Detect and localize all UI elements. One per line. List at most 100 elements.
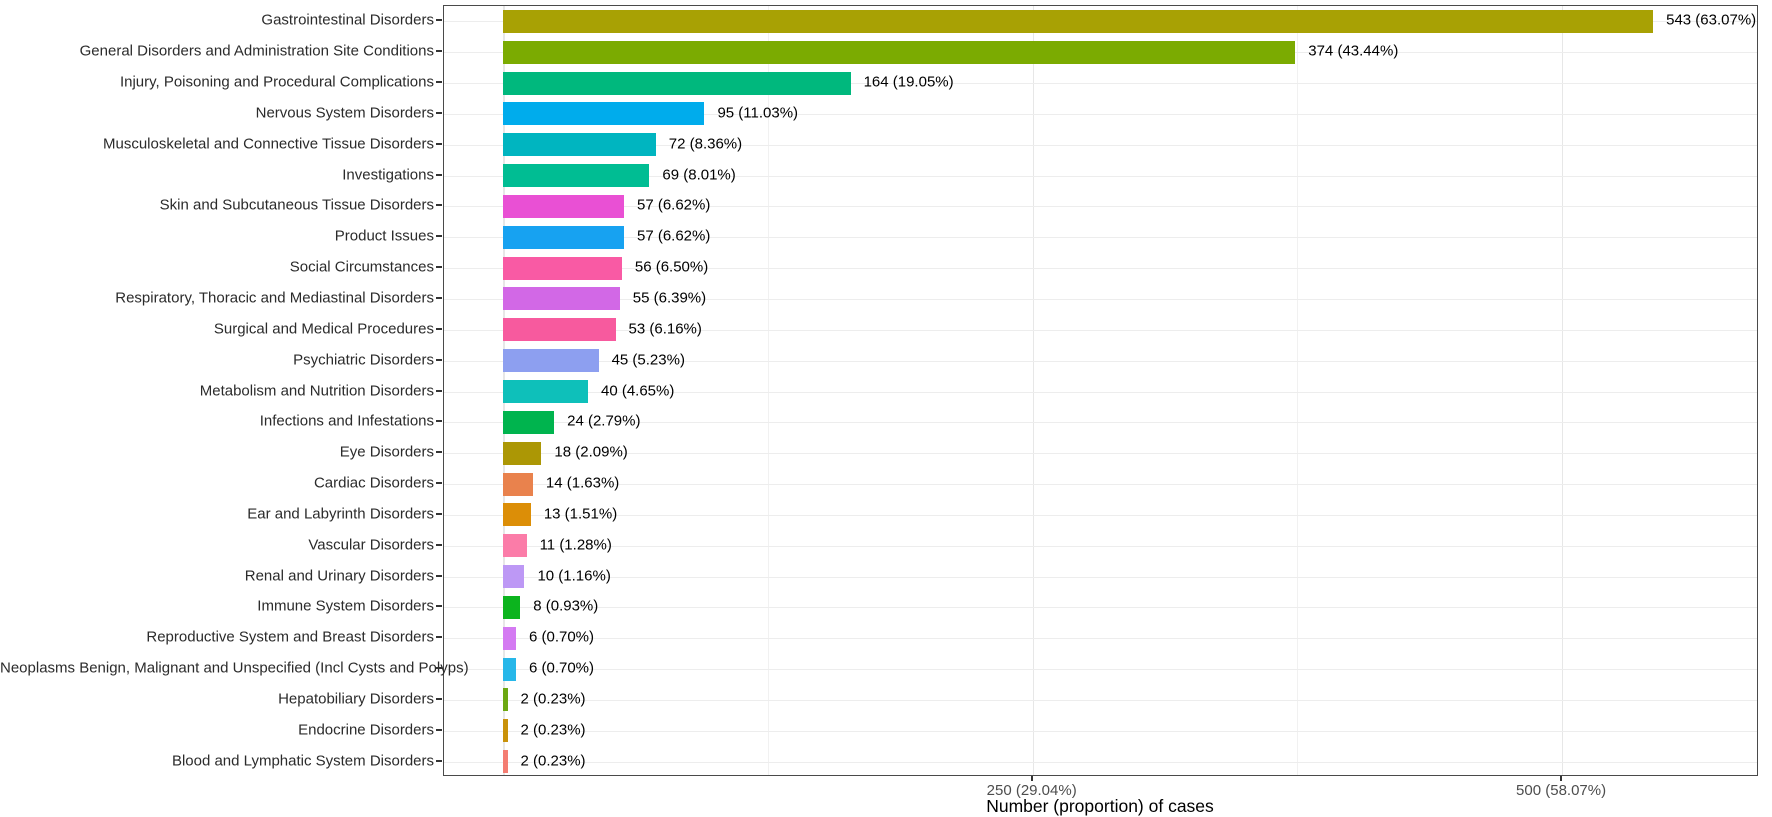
category-label: Metabolism and Nutrition Disorders xyxy=(199,382,434,399)
y-tick-mark xyxy=(436,451,442,454)
y-tick-mark xyxy=(436,296,442,299)
bar-value-label: 72 (8.36%) xyxy=(668,135,743,153)
category-label: Investigations xyxy=(342,166,434,184)
x-axis-title: Number (proportion) of cases xyxy=(986,796,1214,816)
bar xyxy=(503,565,525,589)
bar-value-label: 69 (8.01%) xyxy=(662,166,736,184)
minor-gridline xyxy=(1297,6,1299,775)
bar-value-label: 2 (0.23%) xyxy=(520,752,586,770)
row-gridline xyxy=(444,144,1757,146)
y-tick-mark xyxy=(436,173,442,176)
x-tick-mark xyxy=(1030,776,1033,781)
bar-value-label: 8 (0.93%) xyxy=(533,597,599,615)
category-label: General Disorders and Administration Sit… xyxy=(79,42,434,60)
category-label: Respiratory, Thoracic and Mediastinal Di… xyxy=(115,289,434,307)
bar-value-label: 2 (0.23%) xyxy=(520,690,586,708)
bar-value-label: 55 (6.39%) xyxy=(632,289,707,307)
bar-value-label: 14 (1.63%) xyxy=(545,474,620,492)
category-label: Eye Disorders xyxy=(339,443,434,461)
row-gridline xyxy=(444,576,1757,578)
y-tick-mark xyxy=(436,482,442,485)
bar xyxy=(503,349,599,373)
row-gridline xyxy=(444,298,1757,300)
category-label: Reproductive System and Breast Disorders xyxy=(146,628,434,646)
category-label: Musculoskeletal and Connective Tissue Di… xyxy=(103,135,434,153)
category-label: Psychiatric Disorders xyxy=(293,351,434,369)
bar xyxy=(503,380,588,403)
bar-value-label: 2 (0.23%) xyxy=(520,721,586,739)
bar-value-label: 95 (11.03%) xyxy=(717,104,799,122)
category-label: Ear and Labyrinth Disorders xyxy=(247,505,434,523)
category-label: Skin and Subcutaneous Tissue Disorders xyxy=(159,196,434,214)
row-gridline xyxy=(444,268,1757,270)
bar-value-label: 53 (6.16%) xyxy=(628,320,702,338)
bar xyxy=(503,133,656,157)
minor-gridline xyxy=(767,6,769,775)
bar xyxy=(503,71,851,95)
row-gridline xyxy=(444,360,1757,362)
bar-value-label: 11 (1.28%) xyxy=(539,536,612,554)
bar xyxy=(503,287,620,311)
row-gridline xyxy=(444,329,1757,331)
y-tick-mark xyxy=(436,636,442,639)
row-gridline xyxy=(444,669,1757,671)
y-tick-mark xyxy=(436,543,442,546)
bar xyxy=(503,256,622,280)
y-tick-mark xyxy=(436,697,442,700)
row-gridline xyxy=(444,638,1757,640)
row-gridline xyxy=(444,83,1757,85)
x-tick-label: 250 (29.04%) xyxy=(986,782,1077,799)
bar xyxy=(503,534,527,558)
row-gridline xyxy=(444,391,1757,393)
y-tick-mark xyxy=(436,235,442,238)
y-tick-mark xyxy=(436,759,442,762)
category-label: Infections and Infestations xyxy=(259,412,434,430)
y-tick-mark xyxy=(436,420,442,423)
y-tick-mark xyxy=(436,512,442,515)
bar-value-label: 24 (2.79%) xyxy=(567,412,641,430)
row-gridline xyxy=(444,761,1757,763)
bar-value-label: 57 (6.62%) xyxy=(636,196,711,214)
row-gridline xyxy=(444,206,1757,208)
bar-value-label: 56 (6.50%) xyxy=(634,258,709,276)
row-gridline xyxy=(444,607,1757,609)
y-tick-mark xyxy=(436,81,442,84)
bar xyxy=(503,503,531,527)
major-gridline xyxy=(1032,6,1035,775)
bar-value-label: 57 (6.62%) xyxy=(636,227,711,245)
bar xyxy=(503,410,555,434)
row-gridline xyxy=(444,514,1757,516)
row-gridline xyxy=(444,730,1757,732)
row-gridline xyxy=(444,453,1757,455)
x-tick-label: 500 (58.07%) xyxy=(1516,782,1607,799)
bar xyxy=(503,472,533,496)
bar xyxy=(503,626,516,650)
row-gridline xyxy=(444,237,1757,239)
row-gridline xyxy=(444,422,1757,424)
category-label: Social Circumstances xyxy=(289,258,434,276)
row-gridline xyxy=(444,484,1757,486)
bar-value-label: 13 (1.51%) xyxy=(543,505,618,523)
y-tick-mark xyxy=(436,327,442,330)
bar-value-label: 45 (5.23%) xyxy=(611,351,685,369)
category-label: Renal and Urinary Disorders xyxy=(244,567,434,585)
row-gridline xyxy=(444,175,1757,177)
bar xyxy=(503,318,616,342)
bar xyxy=(503,750,508,774)
row-gridline xyxy=(444,699,1757,701)
category-label: Hepatobiliary Disorders xyxy=(278,690,434,708)
y-tick-mark xyxy=(436,605,442,608)
bar-value-label: 40 (4.65%) xyxy=(600,382,675,399)
bar xyxy=(503,595,521,619)
bar-value-label: 6 (0.70%) xyxy=(528,659,595,677)
row-gridline xyxy=(444,545,1757,547)
bar-value-label: 18 (2.09%) xyxy=(554,443,628,461)
plot-panel xyxy=(443,5,1758,776)
y-tick-mark xyxy=(436,358,442,361)
category-label: Immune System Disorders xyxy=(257,597,434,615)
category-label: Endocrine Disorders xyxy=(298,721,434,739)
bar xyxy=(503,102,705,126)
y-tick-mark xyxy=(436,142,442,145)
bar xyxy=(503,225,624,249)
